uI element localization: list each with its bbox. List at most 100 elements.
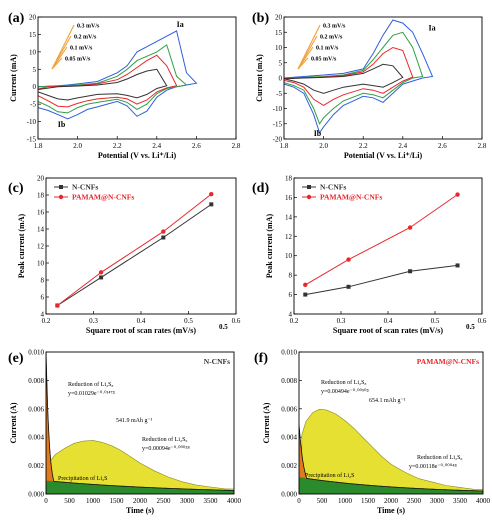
- scan-rate-label: 0.3 mV/s: [77, 24, 100, 30]
- y-tick-label: 10: [275, 44, 283, 52]
- legend-marker: [306, 194, 312, 200]
- data-point-square: [346, 284, 351, 289]
- x-axis-label: Time (s): [126, 506, 154, 515]
- reduction-s8-label: Reduction of Li₂S₈: [68, 381, 114, 388]
- x-axis-label-exponent: 0.5: [466, 323, 475, 331]
- x-tick-label: 2000: [133, 497, 148, 505]
- fit-line-black: [57, 203, 212, 306]
- y-axis-label: Peak current (mA): [17, 214, 26, 279]
- reduction-s6-label: Reduction of Li₂S₆: [142, 436, 188, 443]
- y-tick-label: 10: [285, 252, 293, 260]
- y-tick-label: 0.006: [281, 405, 297, 413]
- peak-label-ib: Ib: [314, 129, 322, 138]
- data-point-circle: [209, 191, 214, 197]
- legend-label: N-CNFs: [72, 183, 98, 192]
- capacity-label: 541.9 mAh g⁻¹: [116, 418, 153, 424]
- x-tick-label: 3000: [430, 497, 445, 505]
- legend-label: N-CNFs: [320, 183, 346, 192]
- y-tick-label: 0: [33, 83, 37, 91]
- y-tick-label: 16: [37, 209, 45, 217]
- data-point-circle: [455, 192, 460, 197]
- peak-label-ia: Ia: [177, 20, 184, 29]
- plot-frame: [37, 16, 237, 140]
- plot-frame: [283, 16, 483, 140]
- x-tick-label: 0: [297, 497, 301, 505]
- legend-marker: [58, 194, 64, 200]
- current-trace: [46, 352, 234, 491]
- y-tick-label: -5: [276, 90, 282, 98]
- x-tick-label: 2.2: [113, 142, 122, 150]
- peak-current-panel-c: (c) 0.2 0.3 0.4 0.5 0.6 4 6 8 10 12 14 16 18 20 Square …: [8, 175, 241, 336]
- scan-rate-label: 0.05 mV/s: [311, 57, 337, 63]
- data-point-circle: [55, 303, 60, 308]
- y-tick-label: 0.004: [281, 434, 297, 442]
- panel-label: (b): [252, 11, 269, 26]
- reduction-s6-equation: y=0.00094e⁻⁰·⁰⁰⁰³³ᵗ: [142, 445, 191, 452]
- y-tick-label: -15: [27, 136, 37, 144]
- reduction-s8-label: Reduction of Li₂S₈: [321, 379, 367, 386]
- x-tick-label: 1.8: [280, 142, 289, 150]
- y-axis-label: Current (mA): [9, 54, 18, 102]
- x-tick-label: 500: [317, 497, 328, 505]
- scan-rate-line: [297, 57, 309, 70]
- peak-label-ib: Ib: [58, 120, 66, 129]
- reduction-s8-equation: y=0.00494e⁻⁰·⁰⁰⁹⁰²ᵗ: [321, 388, 370, 395]
- y-tick-label: 0.004: [28, 434, 44, 442]
- panel-title: PAMAM@N-CNFs: [417, 357, 479, 366]
- x-tick-label: 2.8: [232, 142, 241, 150]
- scan-rate-line: [297, 46, 314, 70]
- panel-label: (a): [8, 11, 25, 26]
- peak-label-ia: Ia: [429, 24, 436, 33]
- potentiostatic-panel-f: (f) 0 500 1000 1500 2000 2500 3000 3500 4000 0.000…: [254, 349, 491, 516]
- scan-rate-label: 0.05 mV/s: [65, 57, 91, 63]
- x-tick-label: 1500: [110, 497, 125, 505]
- y-tick-label: 6: [41, 294, 45, 302]
- x-tick-label: 0.5: [431, 317, 440, 325]
- y-tick-label: 8: [41, 277, 45, 285]
- x-tick-label: 1.8: [34, 142, 43, 150]
- scan-rate-label: 0.1 mV/s: [316, 46, 339, 52]
- data-point-circle: [346, 257, 351, 262]
- y-tick-label: 0.000: [281, 491, 297, 499]
- y-tick-label: 20: [29, 14, 37, 22]
- scan-rate-line: [51, 57, 63, 70]
- x-tick-label: 0.5: [184, 317, 193, 325]
- x-axis-label-exponent: 0.5: [219, 323, 228, 331]
- y-tick-label: 6: [289, 291, 293, 299]
- y-tick-label: 15: [29, 31, 37, 39]
- cv-curve-green: [284, 31, 424, 125]
- panel-label: (e): [8, 351, 24, 366]
- x-tick-label: 2500: [407, 497, 422, 505]
- legend-label: PAMAM@N-CNFs: [320, 193, 382, 202]
- y-axis-label: Current (A): [9, 402, 18, 443]
- x-tick-label: 0.2: [290, 317, 299, 325]
- reduction-s6-equation: y=0.00118e⁻⁰·⁰⁰⁰⁴³ᵗ: [409, 463, 458, 470]
- y-tick-label: 14: [285, 213, 293, 221]
- y-tick-label: -20: [273, 136, 283, 144]
- panel-title: N-CNFs: [204, 357, 230, 366]
- precipitation-label: Precipitation of Li₂S: [305, 472, 354, 479]
- data-point-square: [455, 263, 460, 268]
- y-tick-label: 18: [37, 192, 45, 200]
- y-axis-label: Peak current (mA): [265, 214, 274, 279]
- panel-label: (c): [8, 181, 24, 196]
- y-tick-label: 0.002: [281, 462, 297, 470]
- x-tick-label: 0.2: [42, 317, 51, 325]
- scan-rate-label: 0.2 mV/s: [74, 35, 97, 41]
- plot-frame: [298, 351, 484, 495]
- plot-area: [46, 352, 234, 494]
- y-tick-label: 0.000: [28, 491, 44, 499]
- x-axis-label: Time (s): [377, 506, 405, 515]
- fit-line-red: [57, 193, 212, 306]
- y-tick-label: -10: [27, 118, 37, 126]
- y-tick-label: 20: [37, 175, 45, 183]
- y-tick-label: 12: [285, 233, 293, 241]
- reduction-s8-equation: y=0.01029e⁻⁰·⁰¹⁴⁷²ᵗ: [68, 390, 116, 397]
- cv-curve-green: [38, 44, 188, 114]
- y-tick-label: 0: [279, 75, 283, 83]
- x-axis-label: Square root of scan rates (mV/s): [86, 326, 196, 335]
- cv-panel-a: (a) 1.8 2.0 2.2 2.4 2.6 2.8 -15 -10 -5 0 5 10 15 20 Pot…: [8, 11, 241, 160]
- cv-curve-black: [38, 68, 168, 101]
